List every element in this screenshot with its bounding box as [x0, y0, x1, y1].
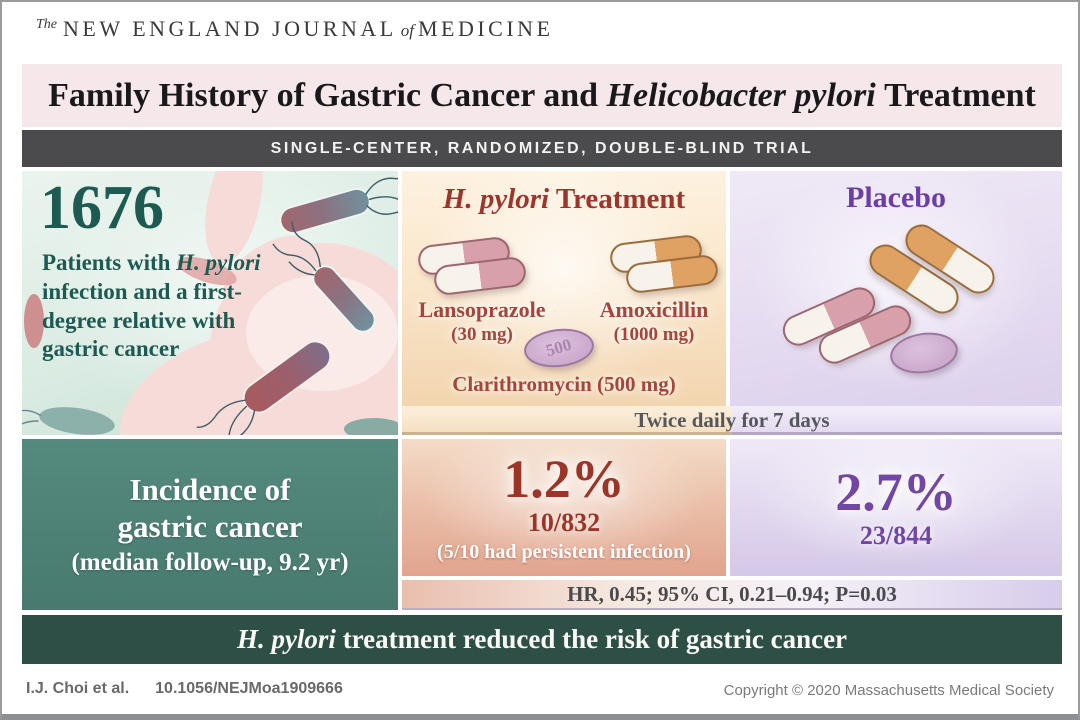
- tablet-imprint: 500: [543, 334, 574, 361]
- stats-bar: HR, 0.45; 95% CI, 0.21–0.94; P=0.03: [402, 580, 1062, 610]
- regimen-bar-right-half: [732, 406, 1062, 435]
- h-pylori-bacterium: [279, 171, 398, 235]
- nejm-masthead: The NEW ENGLAND JOURNAL of MEDICINE: [36, 16, 554, 42]
- patient-count: 1676: [40, 174, 164, 242]
- footer-doi: 10.1056/NEJMoa1909666: [155, 680, 343, 697]
- title-post: Treatment: [884, 76, 1036, 114]
- trial-design-text: SINGLE-CENTER, RANDOMIZED, DOUBLE-BLIND …: [270, 139, 814, 157]
- treatment-percent: 1.2%: [503, 448, 625, 509]
- stats-text: HR, 0.45; 95% CI, 0.21–0.94; P=0.03: [567, 581, 897, 606]
- placebo-result-panel: 2.7% 23/844: [730, 439, 1062, 576]
- faint-bacterium: [177, 256, 237, 286]
- population-description: Patients with H. pylori infection and a …: [42, 249, 296, 364]
- faint-bacterium: [39, 407, 115, 435]
- flagella: [22, 409, 41, 425]
- outcome-panel: Incidence of gastric cancer (median foll…: [22, 439, 398, 610]
- footer-citation: I.J. Choi et al. 10.1056/NEJMoa1909666: [26, 680, 343, 698]
- treatment-title-italic: H. pylori: [442, 183, 550, 215]
- outcome-line2: gastric cancer: [117, 508, 303, 544]
- placebo-panel: Placebo: [730, 171, 1062, 406]
- h-pylori-bacterium: [272, 221, 376, 333]
- masthead-medicine: MEDICINE: [417, 16, 554, 41]
- conclusion-bar: H. pylori treatment reduced the risk of …: [22, 615, 1062, 664]
- population-pre: Patients with: [42, 250, 177, 275]
- masthead-of: of: [400, 21, 414, 40]
- regimen-text: Twice daily for 7 days: [634, 408, 830, 432]
- placebo-percent: 2.7%: [835, 461, 957, 522]
- lansoprazole-dose: (30 mg): [451, 324, 513, 345]
- conclusion-rest: treatment reduced the risk of gastric ca…: [342, 624, 848, 654]
- masthead-the: The: [36, 17, 57, 32]
- regimen-bar-left-half: [402, 406, 732, 435]
- title-pre: Family History of Gastric Cancer and: [48, 76, 599, 114]
- footer-copyright: Copyright © 2020 Massachusetts Medical S…: [723, 682, 1054, 699]
- outcome-line3: (median follow-up, 9.2 yr): [71, 549, 349, 577]
- trial-design-banner: SINGLE-CENTER, RANDOMIZED, DOUBLE-BLIND …: [22, 130, 1062, 167]
- placebo-fraction: 23/844: [859, 520, 933, 550]
- population-italic: H. pylori: [176, 250, 261, 275]
- figure-title: Family History of Gastric Cancer and Hel…: [22, 64, 1062, 127]
- title-italic: Helicobacter pylori: [606, 76, 876, 114]
- treatment-result-panel: 1.2% 10/832 (5/10 had persistent infecti…: [402, 439, 726, 576]
- outcome-line1: Incidence of: [129, 471, 291, 507]
- outcome-arrow: [378, 487, 396, 517]
- conclusion-italic: H. pylori: [236, 624, 336, 654]
- treatment-title: H. pylori Treatment: [402, 183, 726, 216]
- footer-authors: I.J. Choi et al.: [26, 680, 130, 697]
- masthead-journal-name: NEW ENGLAND JOURNAL: [63, 16, 397, 41]
- amoxicillin-dose: (1000 mg): [613, 324, 695, 345]
- amoxicillin-label: Amoxicillin: [599, 297, 709, 322]
- treatment-note: (5/10 had persistent infection): [437, 540, 691, 563]
- treatment-panel: H. pylori Treatment Lansoprazole (30 mg)…: [402, 171, 726, 406]
- faint-bacterium: [344, 418, 398, 435]
- population-panel: 1676 Patients with H. pylori infection a…: [22, 171, 398, 435]
- faint-bacterium: [24, 294, 44, 348]
- lansoprazole-label: Lansoprazole: [418, 297, 546, 322]
- treatment-title-rest: Treatment: [549, 183, 686, 215]
- regimen-bar: Twice daily for 7 days: [402, 406, 1062, 435]
- h-pylori-bacterium: [196, 340, 332, 435]
- population-post: infection and a first-degree relative wi…: [42, 278, 242, 362]
- clarithromycin-label: Clarithromycin (500 mg): [452, 372, 676, 396]
- placebo-title: Placebo: [846, 181, 946, 214]
- stomach-illustration: [22, 171, 398, 435]
- treatment-fraction: 10/832: [527, 507, 601, 537]
